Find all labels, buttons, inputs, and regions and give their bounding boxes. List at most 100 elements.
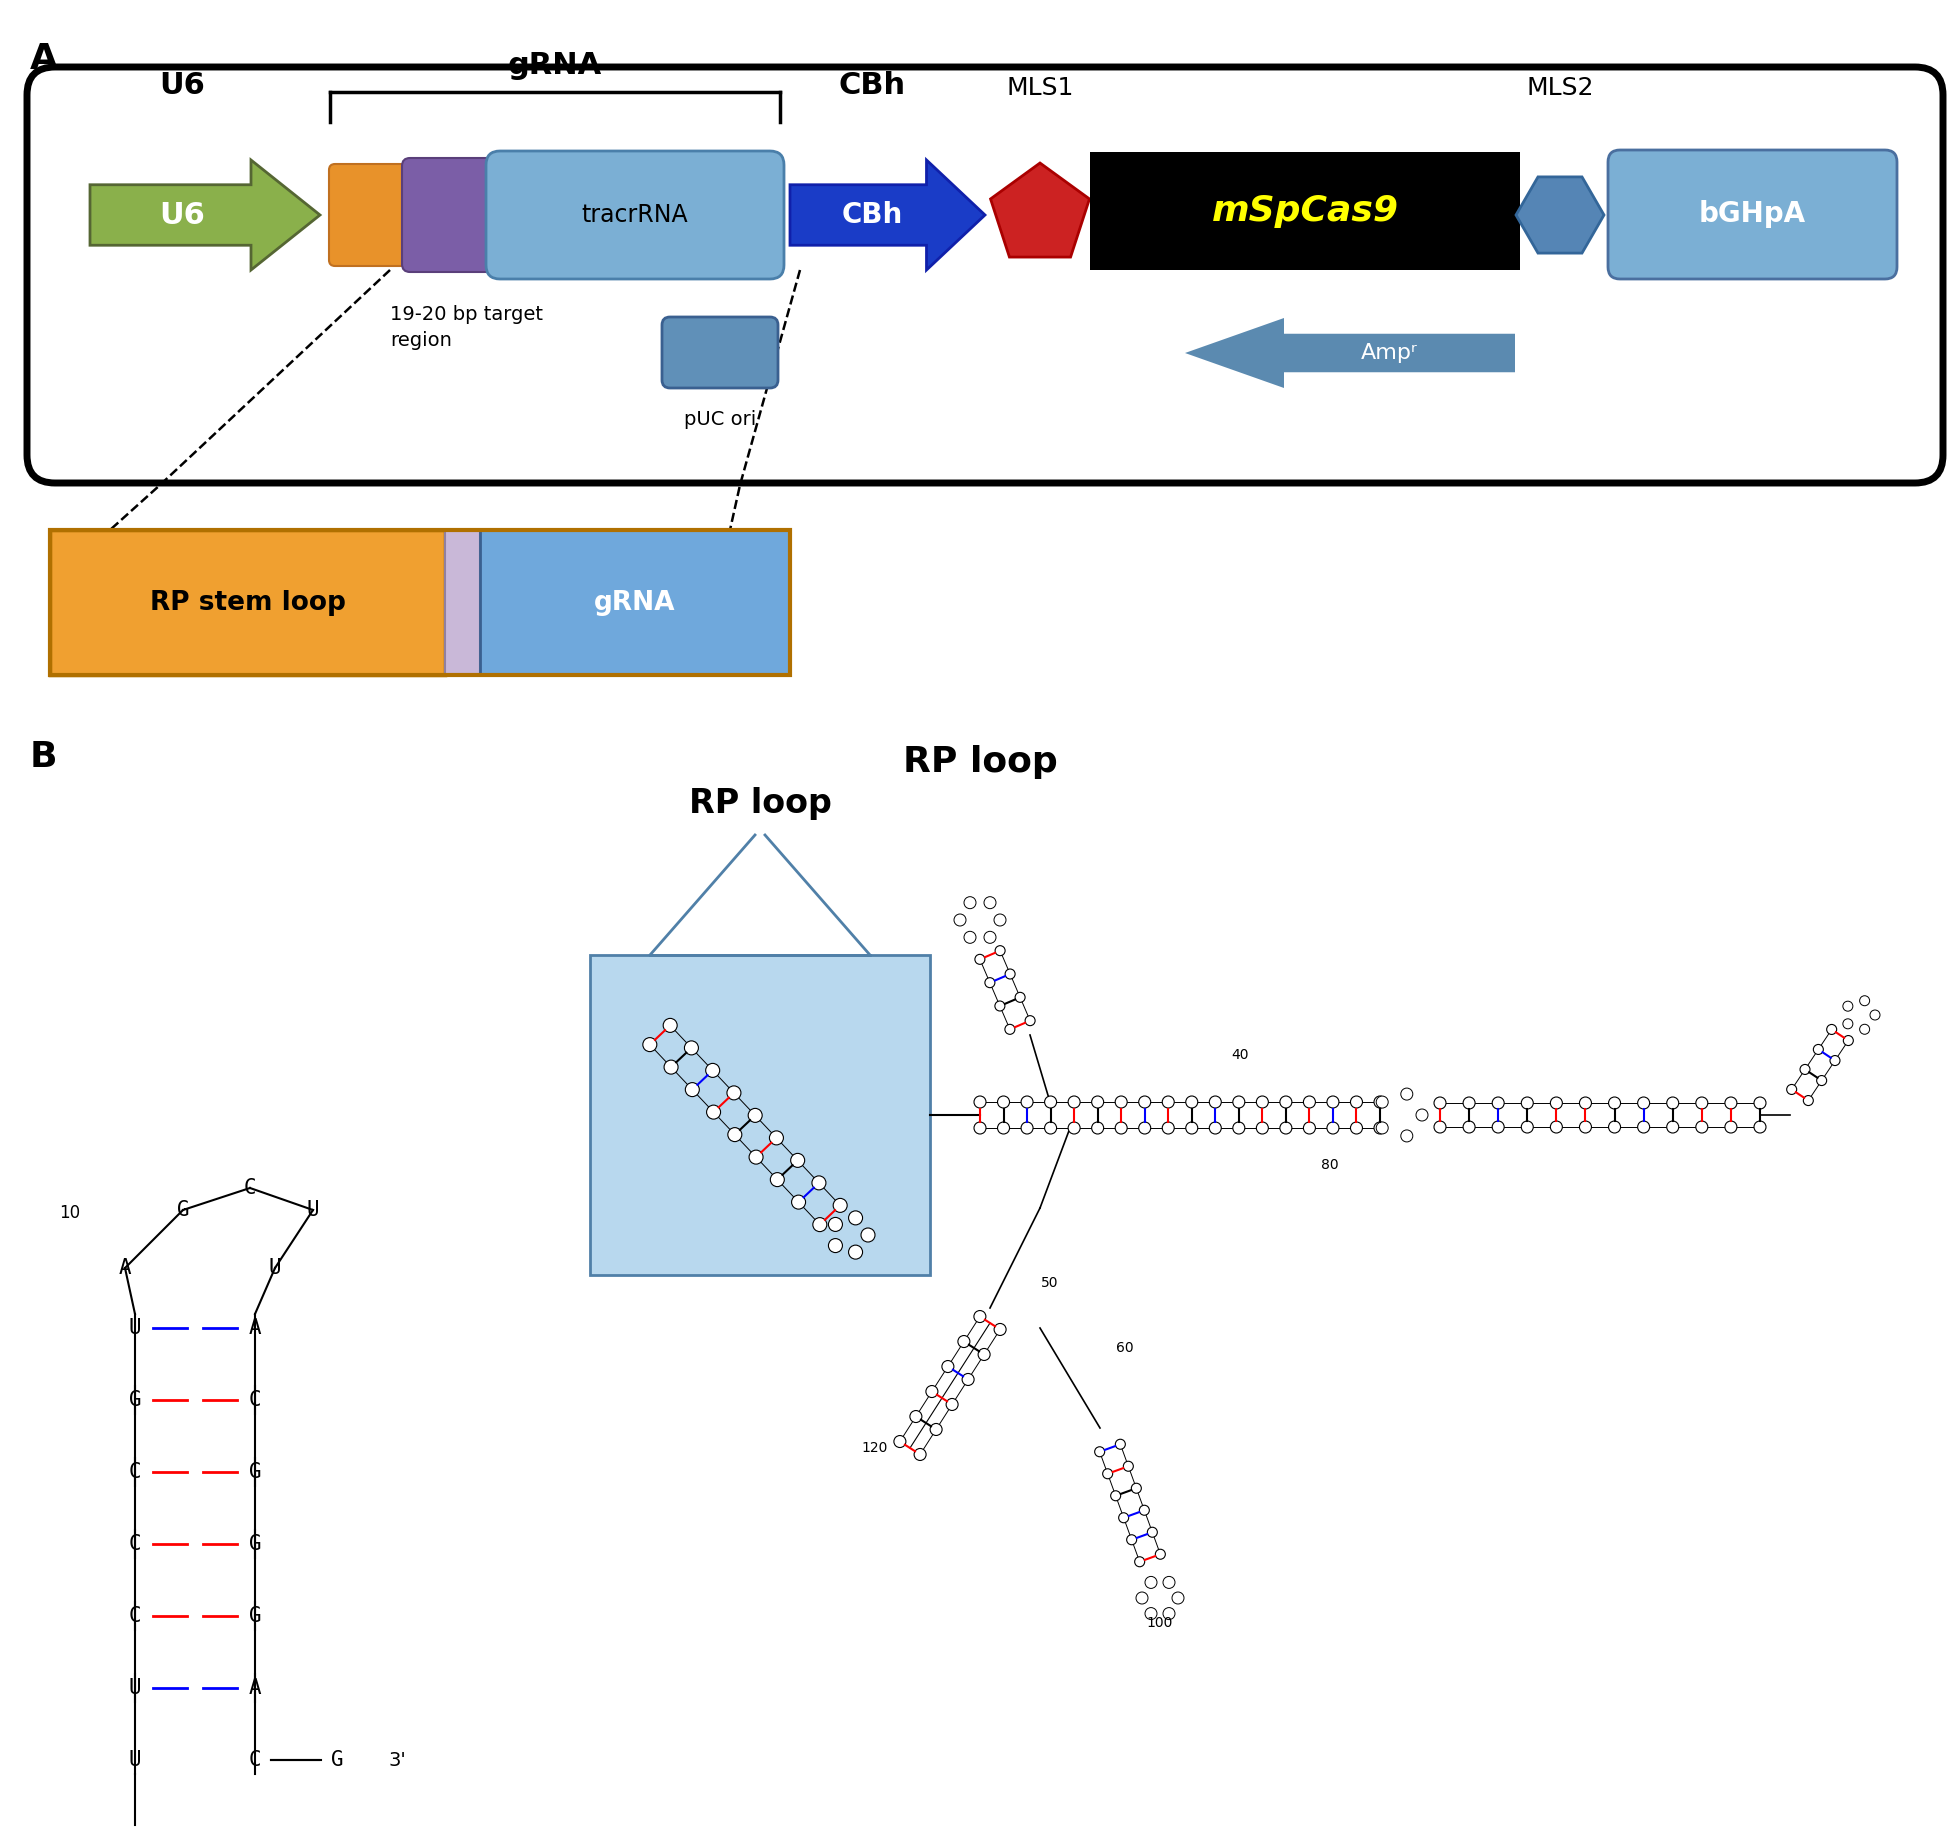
Circle shape bbox=[1234, 1122, 1245, 1135]
Circle shape bbox=[1138, 1122, 1151, 1135]
Polygon shape bbox=[1515, 178, 1603, 253]
Circle shape bbox=[1005, 1025, 1015, 1034]
Text: 100: 100 bbox=[1148, 1616, 1173, 1631]
Text: CBh: CBh bbox=[841, 201, 903, 229]
Circle shape bbox=[1114, 1122, 1128, 1135]
Circle shape bbox=[1116, 1438, 1126, 1449]
Circle shape bbox=[974, 1096, 985, 1107]
Circle shape bbox=[1668, 1122, 1679, 1133]
Circle shape bbox=[1118, 1513, 1128, 1523]
Circle shape bbox=[1492, 1122, 1503, 1133]
Circle shape bbox=[706, 1105, 721, 1120]
Circle shape bbox=[1550, 1096, 1562, 1109]
Circle shape bbox=[1327, 1122, 1339, 1135]
Text: A: A bbox=[119, 1257, 131, 1277]
Circle shape bbox=[1132, 1484, 1142, 1493]
Text: C: C bbox=[129, 1534, 141, 1554]
Text: C: C bbox=[244, 1179, 256, 1199]
Circle shape bbox=[1376, 1096, 1388, 1109]
Text: G: G bbox=[330, 1749, 344, 1770]
Circle shape bbox=[1754, 1122, 1765, 1133]
Circle shape bbox=[1435, 1096, 1447, 1109]
Circle shape bbox=[1095, 1448, 1105, 1457]
Text: C: C bbox=[248, 1749, 262, 1770]
Circle shape bbox=[811, 1177, 825, 1190]
Circle shape bbox=[665, 1060, 678, 1074]
Circle shape bbox=[927, 1385, 938, 1398]
Text: Ampʳ: Ampʳ bbox=[1361, 342, 1417, 362]
Circle shape bbox=[770, 1173, 784, 1186]
Text: U6: U6 bbox=[158, 71, 205, 101]
Text: A: A bbox=[29, 42, 59, 77]
Text: A: A bbox=[248, 1318, 262, 1338]
Circle shape bbox=[1415, 1109, 1427, 1122]
Text: gRNA: gRNA bbox=[508, 51, 602, 81]
Circle shape bbox=[829, 1217, 843, 1232]
Circle shape bbox=[942, 1360, 954, 1372]
Circle shape bbox=[1024, 1016, 1034, 1025]
FancyBboxPatch shape bbox=[663, 317, 778, 388]
Circle shape bbox=[1163, 1576, 1175, 1588]
Circle shape bbox=[915, 1449, 927, 1460]
Circle shape bbox=[1668, 1096, 1679, 1109]
Polygon shape bbox=[1185, 318, 1515, 388]
Circle shape bbox=[1609, 1096, 1621, 1109]
Circle shape bbox=[1148, 1528, 1157, 1537]
Circle shape bbox=[1695, 1122, 1709, 1133]
Circle shape bbox=[931, 1424, 942, 1435]
Circle shape bbox=[1492, 1096, 1503, 1109]
Circle shape bbox=[1550, 1122, 1562, 1133]
Circle shape bbox=[1134, 1557, 1146, 1566]
Circle shape bbox=[1067, 1096, 1079, 1107]
Text: G: G bbox=[129, 1391, 141, 1409]
Circle shape bbox=[1803, 1096, 1814, 1105]
Circle shape bbox=[1844, 1019, 1853, 1028]
Circle shape bbox=[1638, 1122, 1650, 1133]
Circle shape bbox=[1114, 1096, 1128, 1107]
Circle shape bbox=[1859, 996, 1869, 1007]
Circle shape bbox=[1871, 1010, 1881, 1019]
Bar bbox=[446, 531, 481, 675]
Circle shape bbox=[1580, 1096, 1591, 1109]
Circle shape bbox=[749, 1109, 762, 1122]
Circle shape bbox=[1163, 1607, 1175, 1620]
Text: U: U bbox=[129, 1318, 141, 1338]
Circle shape bbox=[1801, 1065, 1810, 1074]
Circle shape bbox=[1787, 1085, 1797, 1094]
Circle shape bbox=[1103, 1469, 1112, 1479]
Circle shape bbox=[1435, 1122, 1447, 1133]
Text: 19-20 bp target
region: 19-20 bp target region bbox=[389, 306, 543, 351]
Text: G: G bbox=[248, 1607, 262, 1627]
Circle shape bbox=[749, 1149, 762, 1164]
Text: bGHpA: bGHpA bbox=[1699, 201, 1806, 229]
Text: mSpCas9: mSpCas9 bbox=[1212, 194, 1398, 229]
Text: U6: U6 bbox=[158, 201, 205, 229]
Circle shape bbox=[1351, 1096, 1363, 1107]
FancyBboxPatch shape bbox=[27, 68, 1943, 483]
Circle shape bbox=[833, 1199, 847, 1213]
Circle shape bbox=[1462, 1096, 1476, 1109]
Bar bbox=[51, 531, 446, 675]
Text: G: G bbox=[248, 1462, 262, 1482]
Bar bbox=[1091, 152, 1519, 271]
Circle shape bbox=[1005, 970, 1015, 979]
Text: G: G bbox=[248, 1534, 262, 1554]
Circle shape bbox=[893, 1435, 905, 1448]
Circle shape bbox=[1304, 1122, 1316, 1135]
Circle shape bbox=[1091, 1122, 1105, 1135]
Circle shape bbox=[770, 1131, 784, 1146]
Text: 10: 10 bbox=[59, 1204, 80, 1222]
Circle shape bbox=[1126, 1535, 1136, 1545]
Circle shape bbox=[1234, 1096, 1245, 1107]
FancyBboxPatch shape bbox=[328, 165, 407, 265]
Text: U: U bbox=[129, 1678, 141, 1698]
Text: 120: 120 bbox=[862, 1440, 888, 1455]
Circle shape bbox=[1021, 1096, 1032, 1107]
Text: U: U bbox=[129, 1749, 141, 1770]
FancyBboxPatch shape bbox=[403, 157, 499, 273]
Circle shape bbox=[997, 1122, 1009, 1135]
Polygon shape bbox=[90, 159, 321, 271]
Circle shape bbox=[993, 913, 1007, 926]
Circle shape bbox=[684, 1041, 698, 1054]
Circle shape bbox=[663, 1017, 676, 1032]
